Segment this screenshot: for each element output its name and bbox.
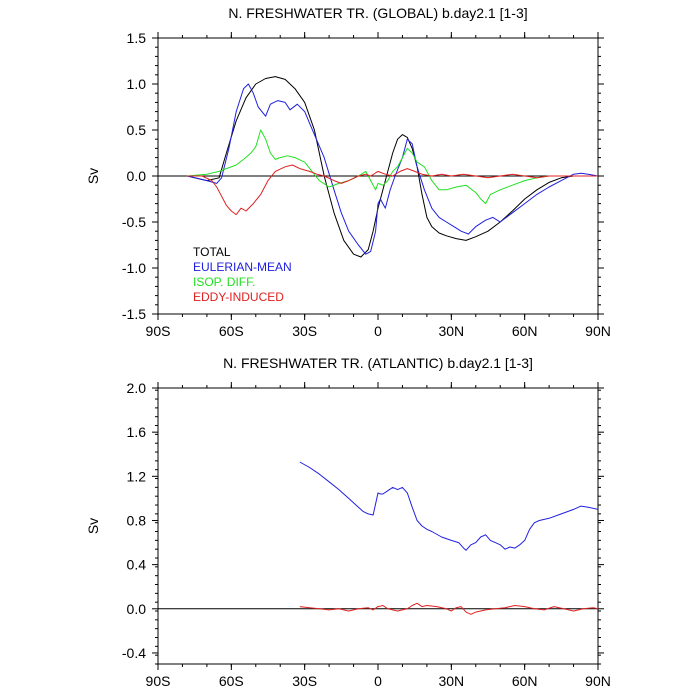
atlantic-panel: N. FRESHWATER TR. (ATLANTIC) b.day2.1 [1… xyxy=(85,355,611,689)
y-tick-label: 1.0 xyxy=(127,76,147,92)
global-series xyxy=(158,76,599,258)
y-tick-label: -1.5 xyxy=(122,306,146,322)
series-line-total xyxy=(187,76,598,258)
atlantic-series xyxy=(158,461,599,615)
x-tick-label: 30S xyxy=(292,323,317,339)
series-line-eulerian-mean xyxy=(187,83,599,255)
series-line-eddy-induced xyxy=(187,164,598,216)
x-tick-label: 90N xyxy=(585,673,611,689)
x-tick-label: 60N xyxy=(512,323,538,339)
x-tick-label: 30S xyxy=(292,673,317,689)
series-line-eulerian-mean xyxy=(299,461,599,551)
y-tick-label: -1.0 xyxy=(122,260,146,276)
y-tick-label: 0.0 xyxy=(127,601,147,617)
global-y-axis-label: Sv xyxy=(85,168,101,184)
x-tick-label: 60S xyxy=(219,673,244,689)
series-line-eddy-induced xyxy=(299,602,599,615)
atlantic-y-axis-label: Sv xyxy=(85,518,101,534)
y-tick-label: 0.4 xyxy=(127,557,147,573)
global-panel: N. FRESHWATER TR. (GLOBAL) b.day2.1 [1-3… xyxy=(85,5,611,339)
atlantic-y-ticks: -0.4 0.0 0.4 0.8 1.2 1.6 2.0 xyxy=(122,380,604,665)
atlantic-chart-title: N. FRESHWATER TR. (ATLANTIC) b.day2.1 [1… xyxy=(223,355,533,371)
y-tick-label: 1.2 xyxy=(127,468,147,484)
y-tick-label: 0.8 xyxy=(127,512,147,528)
x-tick-label: 30N xyxy=(438,673,464,689)
global-y-ticks: -1.5 -1.0 -0.5 0.0 0.5 1.0 1.5 xyxy=(122,30,604,322)
legend-label-total: TOTAL xyxy=(193,245,231,259)
x-tick-label: 60S xyxy=(219,323,244,339)
y-tick-label: 1.5 xyxy=(127,30,147,46)
x-tick-label: 0 xyxy=(374,323,382,339)
x-tick-label: 90S xyxy=(146,323,171,339)
y-tick-label: 0.5 xyxy=(127,122,147,138)
global-x-ticks: 90S 60S 30S 0 30N 60N 90N xyxy=(146,32,611,339)
y-tick-label: -0.5 xyxy=(122,214,146,230)
atlantic-x-ticks: 90S 60S 30S 0 30N 60N 90N xyxy=(146,382,611,689)
y-tick-label: 0.0 xyxy=(127,168,147,184)
legend-label-isop-diff: ISOP. DIFF. xyxy=(193,275,255,289)
x-tick-label: 30N xyxy=(438,323,464,339)
y-tick-label: -0.4 xyxy=(122,645,146,661)
y-tick-label: 2.0 xyxy=(127,380,147,396)
legend-label-eddy-induced: EDDY-INDUCED xyxy=(193,290,284,304)
global-legend: TOTAL EULERIAN-MEAN ISOP. DIFF. EDDY-IND… xyxy=(193,245,292,304)
series-line-isop-diff xyxy=(187,129,598,205)
x-tick-label: 90N xyxy=(585,323,611,339)
global-chart-title: N. FRESHWATER TR. (GLOBAL) b.day2.1 [1-3… xyxy=(228,5,527,21)
y-tick-label: 1.6 xyxy=(127,424,147,440)
x-tick-label: 0 xyxy=(374,673,382,689)
legend-label-eulerian-mean: EULERIAN-MEAN xyxy=(193,260,292,274)
x-tick-label: 60N xyxy=(512,673,538,689)
x-tick-label: 90S xyxy=(146,673,171,689)
